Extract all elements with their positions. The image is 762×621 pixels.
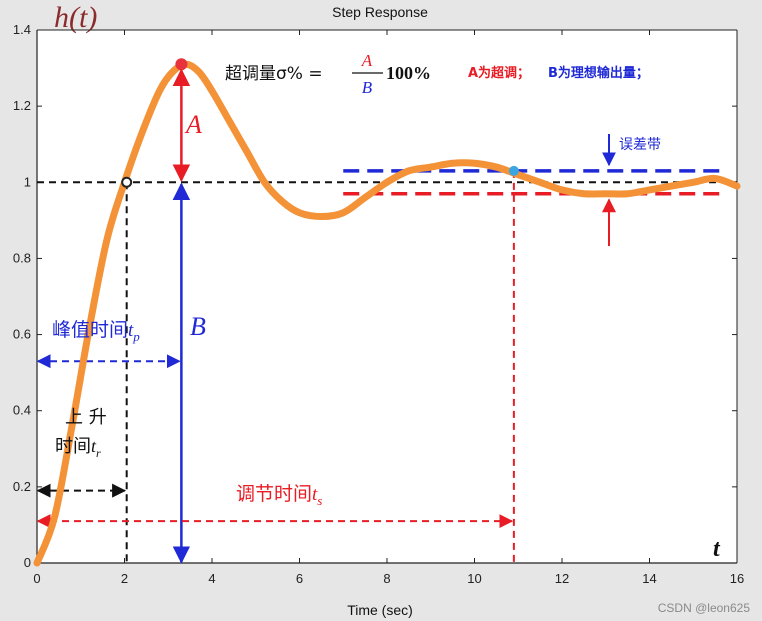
step-response-series-line	[33, 60, 741, 567]
chart-markers	[121, 58, 519, 188]
y-tick-label: 0	[24, 555, 31, 570]
x-tick-label: 12	[555, 571, 569, 586]
rise-time-symbol: t	[91, 436, 97, 456]
label-B: B	[190, 312, 206, 341]
y-tick-label: 0.6	[13, 327, 31, 342]
settling-point-marker	[508, 165, 519, 176]
x-axis-label: Time (sec)	[347, 602, 413, 618]
y-tick-label: 0.2	[13, 479, 31, 494]
x-tick-label: 16	[730, 571, 744, 586]
axis-ticks: 0 2 4 6 8 10 12 14 16 0 0.2 0.4 0.6 0.8 1 1.2 1.4	[13, 22, 744, 586]
formula-prefix: 超调量σ% =	[225, 64, 323, 84]
rise-time-subscript: r	[96, 446, 101, 460]
rise-time-label-text: 时间	[55, 436, 91, 457]
settling-time-subscript: s	[317, 493, 322, 508]
rise-point-marker	[121, 176, 133, 188]
peak-time-label-text: 峰值时间	[52, 319, 128, 341]
formula-denominator: B	[362, 78, 373, 97]
x-axis-symbol: t	[713, 536, 721, 562]
legend-b-text: B为理想输出量；	[548, 65, 649, 81]
rise-time-label-line1: 上 升	[65, 407, 107, 428]
x-tick-label: 0	[33, 571, 40, 586]
settling-time-label-text: 调节时间	[236, 483, 312, 505]
y-tick-label: 1.4	[13, 22, 31, 37]
y-axis-label: h(t)	[54, 1, 97, 34]
x-tick-label: 2	[121, 571, 128, 586]
legend-a-text: A为超调；	[468, 65, 530, 81]
settling-time-symbol: t	[312, 484, 318, 505]
peak-time-symbol: t	[128, 320, 134, 341]
x-tick-label: 14	[642, 571, 656, 586]
peak-time-subscript: p	[132, 329, 140, 344]
rise-time-label-line2: 时间tr	[55, 436, 101, 460]
x-tick-label: 4	[208, 571, 215, 586]
overshoot-formula: 超调量σ% = A B 100%	[225, 51, 431, 97]
y-tick-label: 1	[24, 174, 31, 189]
y-tick-label: 1.2	[13, 98, 31, 113]
label-A: A	[184, 110, 202, 139]
plot-area	[37, 30, 737, 563]
peak-time-label: 峰值时间tp	[52, 319, 140, 344]
chart-title: Step Response	[332, 4, 428, 20]
y-tick-label: 0.8	[13, 250, 31, 265]
peak-point-marker	[175, 58, 188, 71]
error-band-label: 误差带	[619, 137, 661, 153]
settling-time-label: 调节时间ts	[236, 483, 322, 508]
x-tick-label: 10	[467, 571, 481, 586]
formula-numerator: A	[361, 51, 373, 70]
y-tick-label: 0.4	[13, 403, 31, 418]
x-tick-label: 8	[383, 571, 390, 586]
watermark: CSDN @leon625	[658, 601, 751, 615]
formula-suffix: 100%	[386, 63, 431, 83]
x-tick-label: 6	[296, 571, 303, 586]
